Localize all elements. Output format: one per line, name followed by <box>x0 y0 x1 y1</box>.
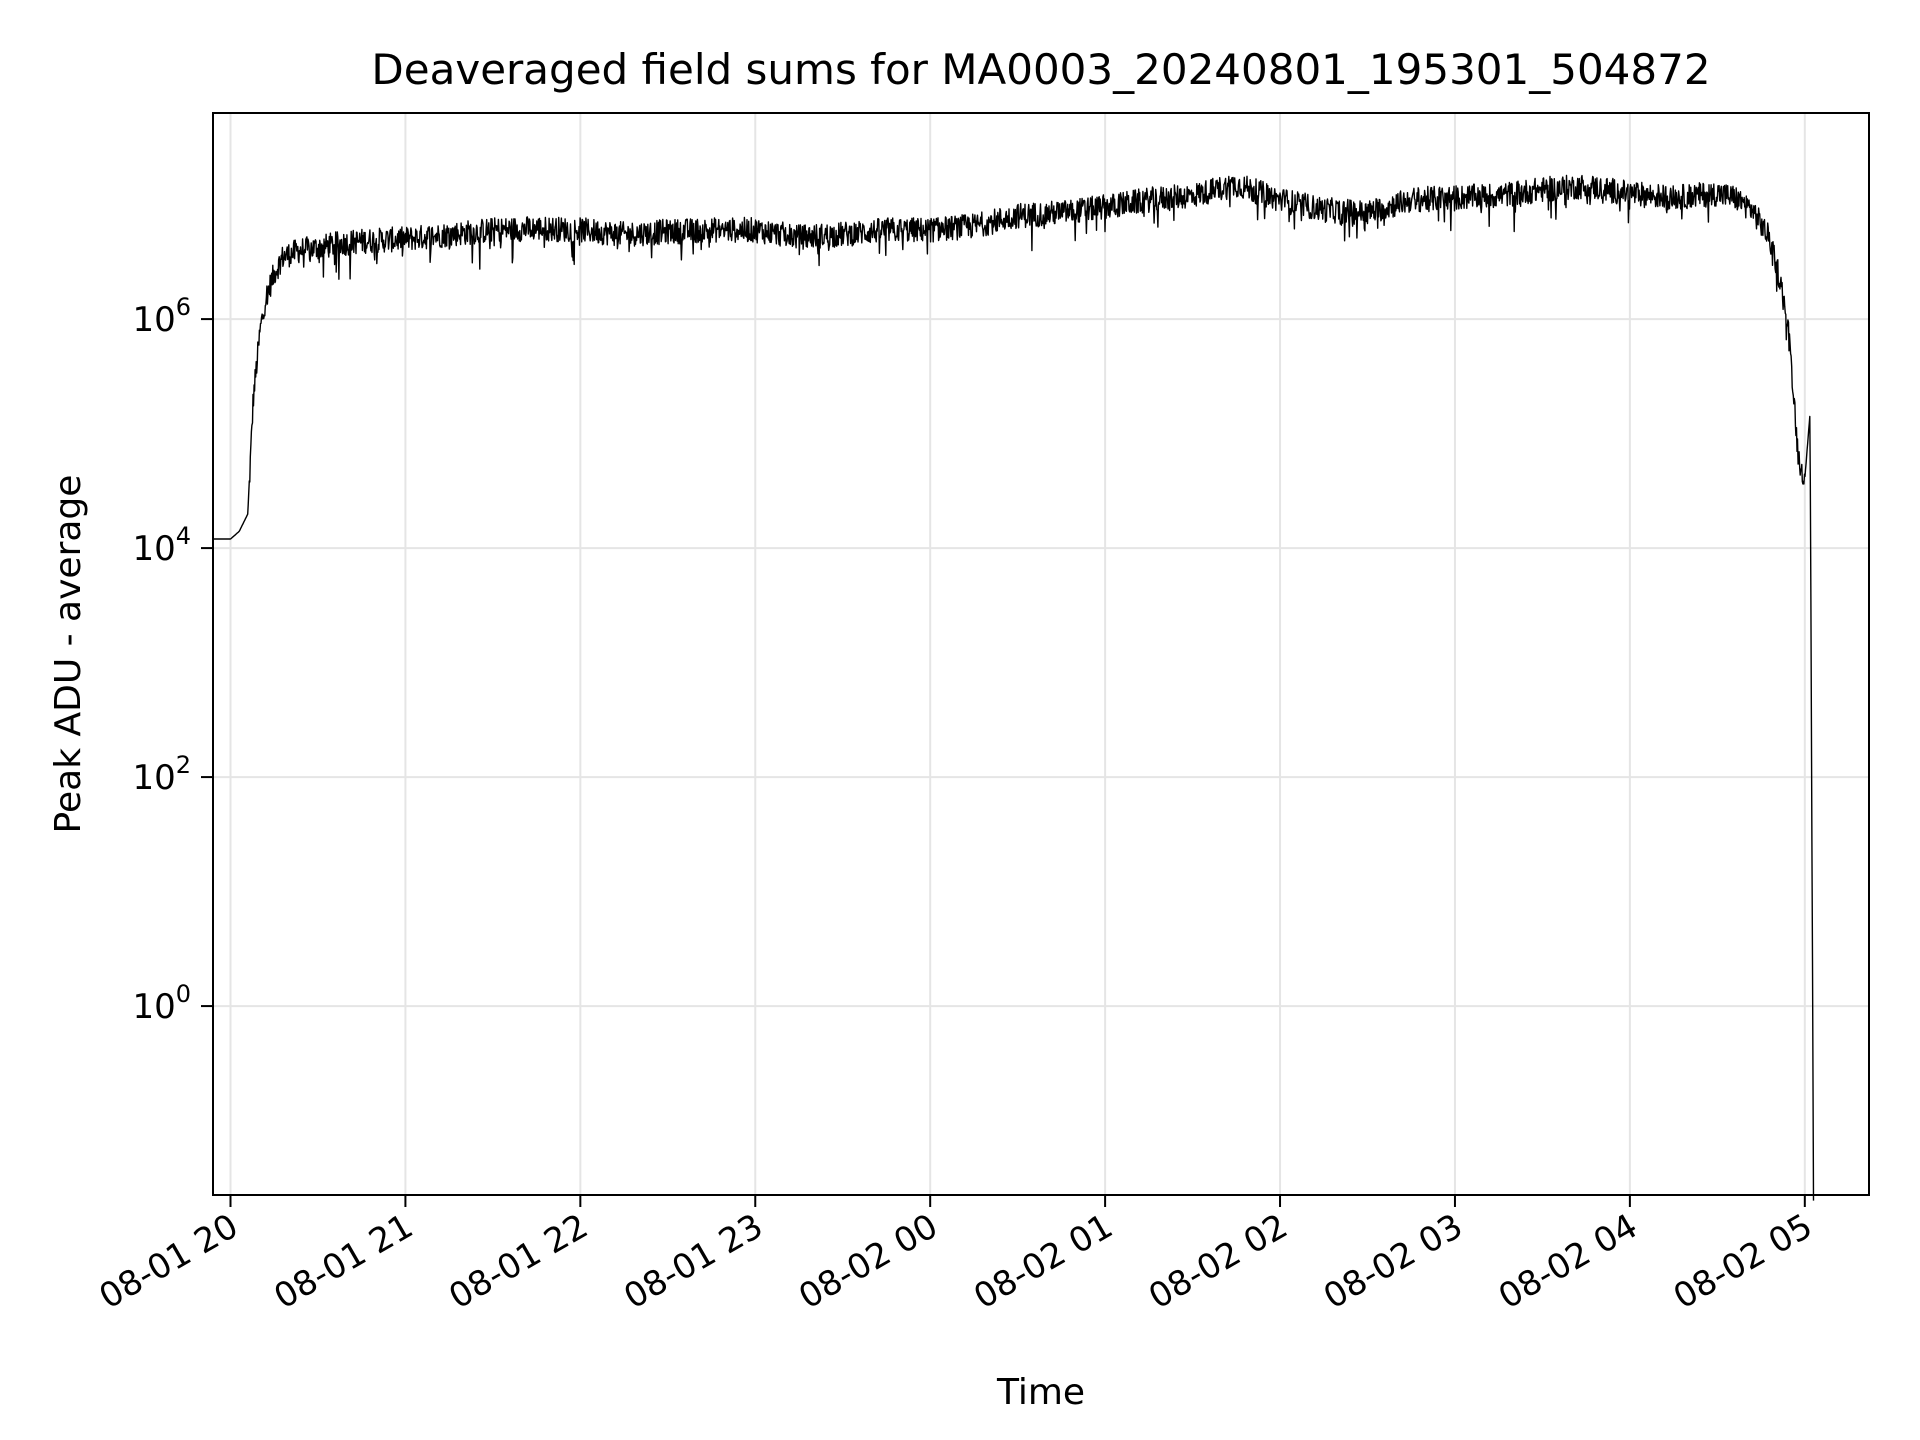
x-tick-label: 08-02 03 <box>1317 1206 1469 1317</box>
plot-frame <box>212 112 1870 1196</box>
x-axis: 08-01 20 08-01 21 08-01 22 08-01 23 08-02 00… <box>93 1195 1819 1317</box>
y-axis: 106 104 102 100 <box>132 293 213 1027</box>
y-tick-label: 102 <box>132 751 191 798</box>
x-tick-label: 08-01 22 <box>442 1206 594 1317</box>
plot-area-background <box>213 113 1869 1195</box>
y-tick-label: 100 <box>132 980 191 1027</box>
x-tick-label: 08-02 02 <box>1142 1206 1294 1317</box>
y-tick-label: 104 <box>132 522 191 569</box>
y-axis-label: Peak ADU - average <box>48 475 89 834</box>
x-tick-label: 08-02 04 <box>1492 1206 1644 1317</box>
series-layer <box>212 174 1815 1201</box>
x-tick-label: 08-01 21 <box>268 1206 420 1317</box>
y-tick-label: 106 <box>132 293 191 340</box>
chart-title: Deaveraged field sums for MA0003_2024080… <box>371 45 1710 94</box>
x-axis-label: Time <box>996 1372 1085 1413</box>
grid <box>213 113 1869 1195</box>
series-line <box>212 174 1815 1201</box>
x-tick-label: 08-01 20 <box>93 1206 245 1317</box>
x-tick-label: 08-01 23 <box>617 1206 769 1317</box>
x-tick-label: 08-02 05 <box>1667 1206 1819 1317</box>
x-tick-label: 08-02 01 <box>967 1206 1119 1317</box>
x-tick-label: 08-02 00 <box>792 1206 944 1317</box>
